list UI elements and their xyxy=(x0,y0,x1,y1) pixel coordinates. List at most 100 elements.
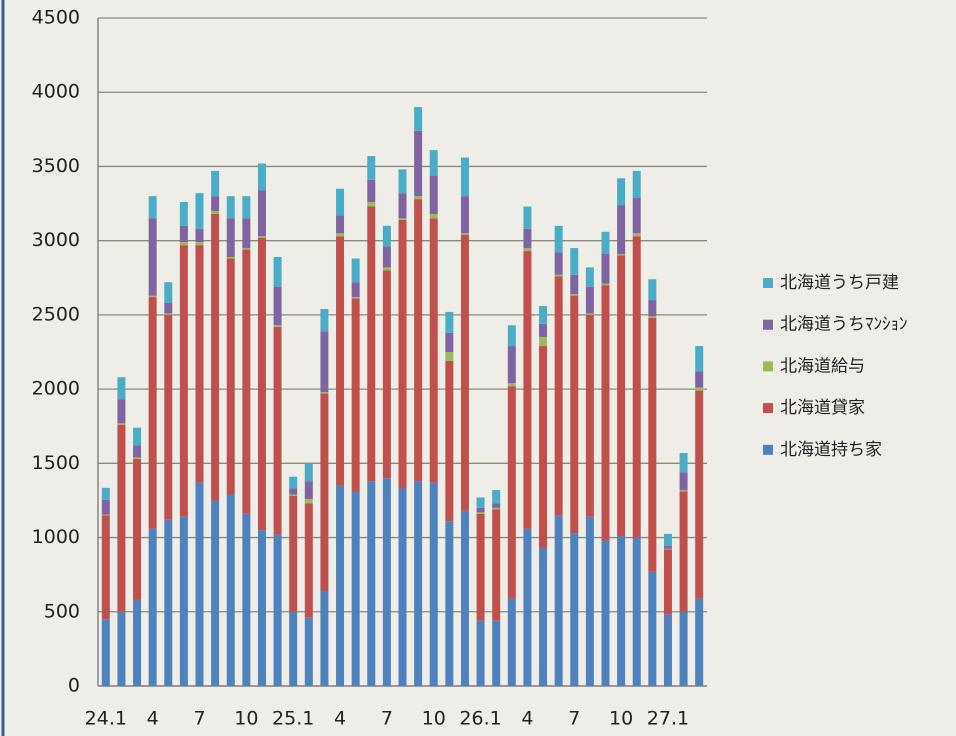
y-tick-label: 4500 xyxy=(32,7,80,29)
bar-segment xyxy=(367,202,376,207)
bar-segment xyxy=(460,233,469,235)
bar-segment xyxy=(164,313,173,315)
bar-segment xyxy=(179,202,188,226)
bar-segment xyxy=(148,196,157,219)
y-tick-label: 3000 xyxy=(32,229,80,251)
bar-segment xyxy=(257,530,266,686)
bar-segment xyxy=(304,463,313,482)
bar-segment xyxy=(648,300,657,317)
x-tick-label: 4 xyxy=(521,708,533,730)
x-tick-label: 4 xyxy=(334,708,346,730)
bar-segment xyxy=(617,205,626,255)
bar-segment xyxy=(585,313,594,315)
legend-label: 北海道うちﾏﾝｼｮﾝ xyxy=(780,315,908,335)
bar-segment xyxy=(523,228,532,249)
bar-segment xyxy=(663,614,672,686)
bar-segment xyxy=(570,248,579,275)
bar-segment xyxy=(101,514,110,516)
bar-segment xyxy=(679,611,688,686)
x-tick-label: 7 xyxy=(193,708,205,730)
bar-segment xyxy=(242,218,251,249)
bar-segment xyxy=(476,512,485,514)
bar-segment xyxy=(117,377,126,400)
x-tick-label: 25.1 xyxy=(272,708,314,730)
bar-segment xyxy=(226,256,235,259)
bar-segment xyxy=(429,213,438,219)
bar-segment xyxy=(507,325,516,347)
bar-segment xyxy=(257,236,266,238)
bar-segment xyxy=(289,476,298,489)
bar-segment xyxy=(211,500,220,686)
bar-segment xyxy=(476,497,485,508)
bar-segment xyxy=(273,286,282,326)
bar-segment xyxy=(554,274,563,277)
bar-segment xyxy=(195,228,204,243)
legend-label: 北海道持ち家 xyxy=(780,440,882,460)
bar-segment xyxy=(617,255,626,537)
bar-segment xyxy=(304,481,313,499)
bar-segment xyxy=(585,516,594,686)
bar-segment xyxy=(133,445,142,458)
bar-segment xyxy=(679,491,688,612)
bar-segment xyxy=(601,254,610,284)
bar-segment xyxy=(289,495,298,612)
bar-segment xyxy=(445,311,454,333)
bar-segment xyxy=(289,488,298,495)
bar-segment xyxy=(601,283,610,286)
bar-segment xyxy=(242,248,251,250)
bar-segment xyxy=(336,485,345,686)
bar-segment xyxy=(554,225,563,253)
bar-segment xyxy=(695,346,704,372)
bar-segment xyxy=(523,528,532,686)
bar-segment xyxy=(398,488,407,686)
bar-segment xyxy=(507,383,516,387)
bar-segment xyxy=(133,427,142,446)
bar-segment xyxy=(632,170,641,198)
bar-segment xyxy=(117,611,126,686)
bar-segment xyxy=(663,533,672,546)
bar-segment xyxy=(695,371,704,388)
x-tick-label: 7 xyxy=(381,708,393,730)
bar-segment xyxy=(367,206,376,482)
bar-segment xyxy=(695,390,704,599)
bar-segment xyxy=(492,507,501,510)
bar-segment xyxy=(492,620,501,686)
bar-segment xyxy=(414,481,423,686)
bar-segment xyxy=(382,478,391,686)
legend-label: 北海道給与 xyxy=(780,356,865,376)
bar-segment xyxy=(414,130,423,197)
bar-segment xyxy=(460,510,469,686)
bar-segment xyxy=(429,482,438,686)
bar-segment xyxy=(663,549,672,615)
bar-segment xyxy=(570,533,579,686)
bar-segment xyxy=(554,252,563,275)
bar-segment xyxy=(117,424,126,612)
bar-segment xyxy=(117,399,126,424)
bar-segment xyxy=(148,218,157,296)
bar-segment xyxy=(554,515,563,686)
legend-swatch xyxy=(763,278,773,288)
bar-segment xyxy=(257,163,266,191)
y-tick-label: 1500 xyxy=(32,452,80,474)
bar-segment xyxy=(195,242,204,246)
bar-segment xyxy=(133,457,142,459)
legend-swatch xyxy=(763,444,773,455)
x-tick-label: 4 xyxy=(147,708,159,730)
bar-segment xyxy=(164,314,173,520)
bar-segment xyxy=(179,225,188,243)
bar-segment xyxy=(211,196,220,211)
bar-segment xyxy=(617,536,626,686)
bar-segment xyxy=(304,503,313,618)
bar-segment xyxy=(382,267,391,271)
legend-swatch xyxy=(763,361,773,372)
bar-segment xyxy=(617,178,626,206)
y-tick-label: 1000 xyxy=(32,526,80,548)
bar-segment xyxy=(133,599,142,686)
bar-segment xyxy=(195,193,204,229)
bar-segment xyxy=(460,196,469,234)
bar-segment xyxy=(414,107,423,131)
bar-segment xyxy=(648,317,657,572)
bar-segment xyxy=(179,242,188,246)
bar-segment xyxy=(320,392,329,394)
